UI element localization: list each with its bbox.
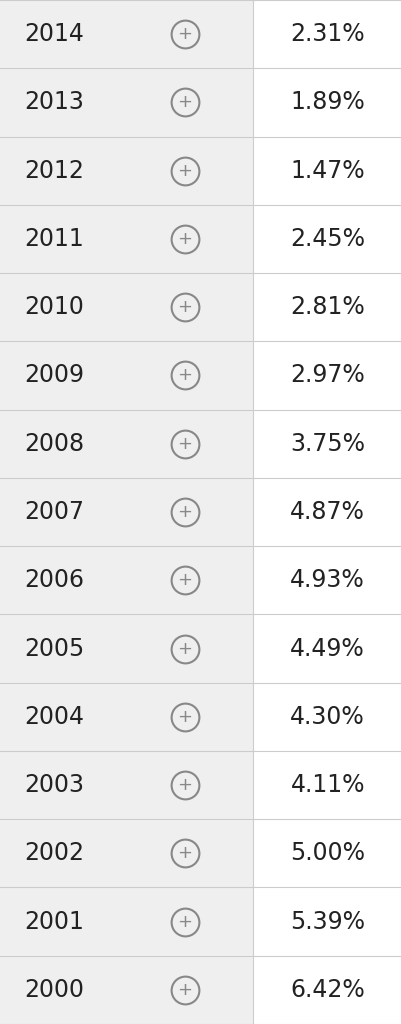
Text: 2005: 2005 xyxy=(24,637,84,660)
Bar xyxy=(253,0,401,69)
Text: 2012: 2012 xyxy=(24,159,84,182)
Text: 2010: 2010 xyxy=(24,295,84,319)
Text: +: + xyxy=(177,93,192,112)
Bar xyxy=(0,751,253,819)
Text: 2014: 2014 xyxy=(24,23,84,46)
Bar xyxy=(0,819,253,888)
Text: 2.81%: 2.81% xyxy=(290,295,364,319)
Text: +: + xyxy=(177,367,192,384)
Bar xyxy=(0,955,253,1024)
Bar xyxy=(0,341,253,410)
Text: 2013: 2013 xyxy=(24,90,84,115)
Bar xyxy=(253,888,401,955)
Text: 2003: 2003 xyxy=(24,773,84,797)
Text: 4.87%: 4.87% xyxy=(290,500,364,524)
Text: +: + xyxy=(177,435,192,453)
Text: 2.31%: 2.31% xyxy=(290,23,364,46)
Bar xyxy=(253,546,401,614)
Bar xyxy=(0,69,253,136)
Text: +: + xyxy=(177,708,192,726)
Text: 2011: 2011 xyxy=(24,227,84,251)
Text: +: + xyxy=(177,162,192,179)
Bar xyxy=(0,0,253,69)
Bar xyxy=(253,273,401,341)
Text: 4.49%: 4.49% xyxy=(290,637,364,660)
Bar xyxy=(253,136,401,205)
Bar xyxy=(0,683,253,751)
Text: 2006: 2006 xyxy=(24,568,84,592)
Text: 2.45%: 2.45% xyxy=(290,227,364,251)
Text: +: + xyxy=(177,230,192,248)
Bar xyxy=(253,751,401,819)
Text: 1.47%: 1.47% xyxy=(290,159,364,182)
Bar xyxy=(0,136,253,205)
Text: 2.97%: 2.97% xyxy=(290,364,364,387)
Bar xyxy=(0,478,253,546)
Bar xyxy=(0,410,253,478)
Text: +: + xyxy=(177,571,192,589)
Text: 3.75%: 3.75% xyxy=(290,432,364,456)
Bar xyxy=(253,614,401,683)
Bar xyxy=(0,888,253,955)
Text: +: + xyxy=(177,912,192,931)
Bar xyxy=(253,341,401,410)
Text: 2001: 2001 xyxy=(24,909,84,934)
Bar xyxy=(253,478,401,546)
Text: +: + xyxy=(177,26,192,43)
Bar xyxy=(253,683,401,751)
Text: 6.42%: 6.42% xyxy=(290,978,364,1001)
Bar xyxy=(253,69,401,136)
Text: +: + xyxy=(177,503,192,521)
Bar xyxy=(0,205,253,273)
Text: 4.11%: 4.11% xyxy=(290,773,364,797)
Bar xyxy=(0,546,253,614)
Text: 2000: 2000 xyxy=(24,978,84,1001)
Text: 2007: 2007 xyxy=(24,500,84,524)
Text: +: + xyxy=(177,981,192,998)
Bar xyxy=(0,614,253,683)
Text: 1.89%: 1.89% xyxy=(290,90,364,115)
Bar xyxy=(253,410,401,478)
Text: 2002: 2002 xyxy=(24,842,84,865)
Text: 5.00%: 5.00% xyxy=(290,842,364,865)
Text: +: + xyxy=(177,640,192,657)
Text: +: + xyxy=(177,298,192,316)
Text: 2008: 2008 xyxy=(24,432,84,456)
Bar xyxy=(253,819,401,888)
Bar xyxy=(0,273,253,341)
Text: 2004: 2004 xyxy=(24,705,84,729)
Text: 2009: 2009 xyxy=(24,364,84,387)
Text: 4.93%: 4.93% xyxy=(290,568,364,592)
Text: 5.39%: 5.39% xyxy=(290,909,364,934)
Text: 4.30%: 4.30% xyxy=(290,705,364,729)
Bar xyxy=(253,955,401,1024)
Bar xyxy=(253,205,401,273)
Text: +: + xyxy=(177,845,192,862)
Text: +: + xyxy=(177,776,192,794)
